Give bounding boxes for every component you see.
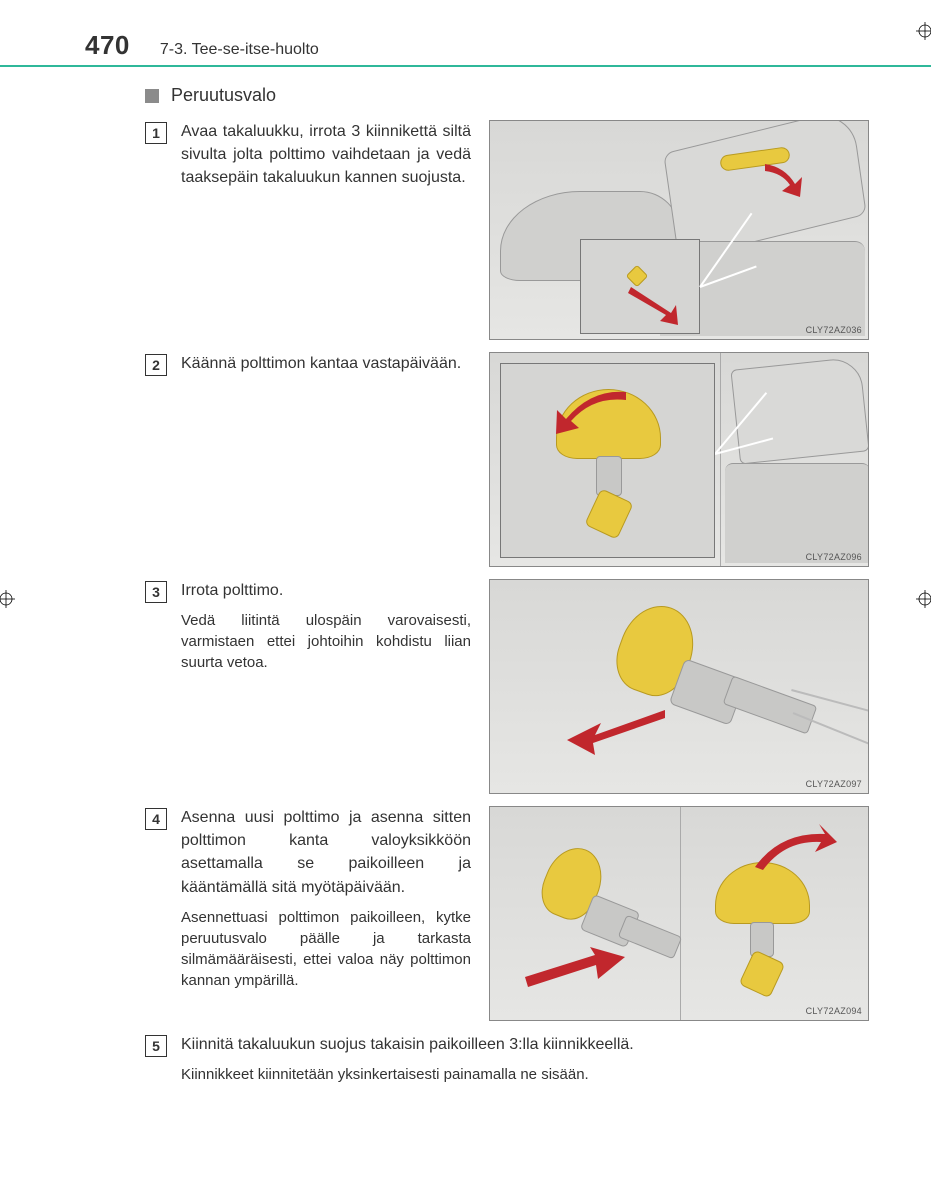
step-number: 3 xyxy=(145,581,167,603)
red-arrow-icon xyxy=(626,285,681,325)
step-image-col: CLY72AZ094 xyxy=(489,806,869,1021)
step-main-text: Käännä polttimon kantaa vastapäivään. xyxy=(181,352,471,375)
step-sub-text: Asennettuasi polttimon paikoilleen, kytk… xyxy=(181,907,471,991)
page: 470 7-3. Tee-se-itse-huolto Peruutusvalo… xyxy=(0,0,931,1127)
step-text: Asenna uusi polttimo ja asenna sitten po… xyxy=(181,806,471,991)
image-code: CLY72AZ097 xyxy=(806,779,862,789)
step-main-text: Asenna uusi polttimo ja asenna sitten po… xyxy=(181,806,471,899)
step-number: 2 xyxy=(145,354,167,376)
red-arrow-icon xyxy=(745,822,840,882)
step-image-col: CLY72AZ036 xyxy=(489,120,869,340)
step-number: 5 xyxy=(145,1035,167,1057)
illustration-2: CLY72AZ096 xyxy=(489,352,869,567)
illustration-3: CLY72AZ097 xyxy=(489,579,869,794)
section-title: Peruutusvalo xyxy=(171,85,276,106)
step-main-text: Kiinnitä takaluukun suojus takaisin paik… xyxy=(181,1033,881,1056)
step-1: 1 Avaa takaluukku, irrota 3 kiinnikettä … xyxy=(145,120,881,340)
step-3: 3 Irrota polttimo. Vedä liitintä ulospäi… xyxy=(145,579,881,794)
step-sub-text: Vedä liitintä ulospäin varovaisesti, var… xyxy=(181,610,471,673)
red-arrow-icon xyxy=(520,947,630,992)
step-main-text: Avaa takaluukku, irrota 3 kiinnikettä si… xyxy=(181,120,471,190)
step-sub-text: Kiinnikkeet kiinnitetään yksinkertaisest… xyxy=(181,1064,881,1085)
step-main-text: Irrota polttimo. xyxy=(181,579,471,602)
illustration-4: CLY72AZ094 xyxy=(489,806,869,1021)
step-text: Käännä polttimon kantaa vastapäivään. xyxy=(181,352,471,383)
step-5: 5 Kiinnitä takaluukun suojus takaisin pa… xyxy=(145,1033,881,1085)
red-arrow-icon xyxy=(565,705,675,760)
step-number: 1 xyxy=(145,122,167,144)
step-2: 2 Käännä polttimon kantaa vastapäivään. xyxy=(145,352,881,567)
red-arrow-icon xyxy=(760,159,810,199)
step-number: 4 xyxy=(145,808,167,830)
step-text: Irrota polttimo. Vedä liitintä ulospäin … xyxy=(181,579,471,673)
step-4: 4 Asenna uusi polttimo ja asenna sitten … xyxy=(145,806,881,1021)
image-code: CLY72AZ036 xyxy=(806,325,862,335)
image-code: CLY72AZ096 xyxy=(806,552,862,562)
section-heading: Peruutusvalo xyxy=(145,85,881,106)
step-image-col: CLY72AZ097 xyxy=(489,579,869,794)
square-bullet-icon xyxy=(145,89,159,103)
step-text: Kiinnitä takaluukun suojus takaisin paik… xyxy=(181,1033,881,1085)
illustration-1: CLY72AZ036 xyxy=(489,120,869,340)
step-text: Avaa takaluukku, irrota 3 kiinnikettä si… xyxy=(181,120,471,198)
header-rule xyxy=(0,65,931,67)
step-image-col: CLY72AZ096 xyxy=(489,352,869,567)
page-number: 470 xyxy=(85,30,130,61)
breadcrumb: 7-3. Tee-se-itse-huolto xyxy=(160,41,319,59)
page-header: 470 7-3. Tee-se-itse-huolto xyxy=(85,30,881,61)
red-arrow-icon xyxy=(551,384,641,444)
image-code: CLY72AZ094 xyxy=(806,1006,862,1016)
